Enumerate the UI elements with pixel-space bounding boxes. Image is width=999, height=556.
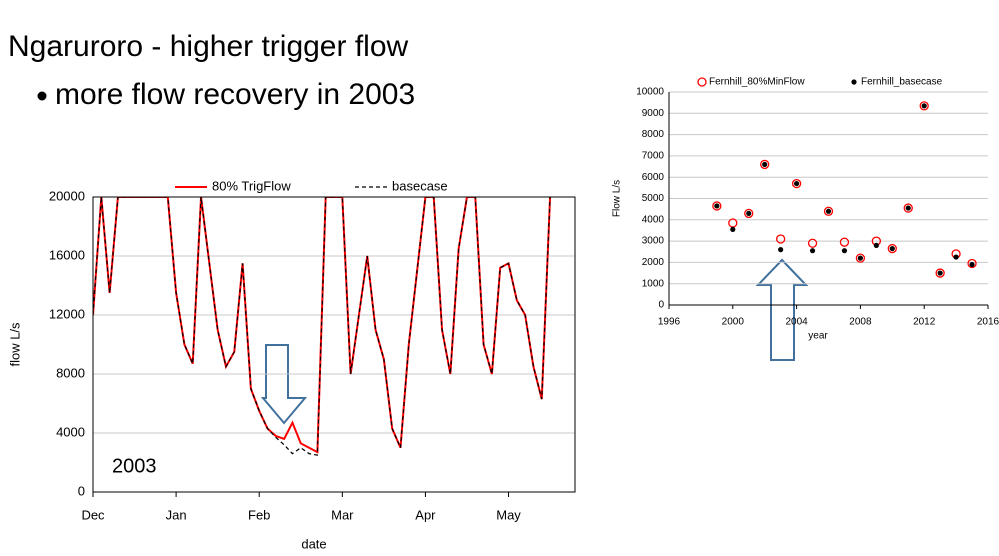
scatter-point	[903, 203, 913, 213]
scatter-point	[825, 208, 832, 214]
scatter-point	[967, 258, 977, 269]
x-tick-label: Dec	[81, 507, 105, 522]
y-tick-label: 10000	[636, 87, 664, 98]
y-tick-label: 20000	[49, 188, 85, 203]
left-chart: 0 4000 8000 12000 16000 20000 Dec Jan Feb Mar Apr M…	[7, 178, 576, 551]
scatter-point	[889, 245, 895, 252]
scatter-point	[935, 268, 945, 278]
y-tick-label: 4000	[642, 214, 665, 225]
y-tick-label: 5000	[642, 193, 665, 204]
y-tick-label: 16000	[49, 247, 85, 262]
down-arrow	[260, 344, 308, 425]
plot-frame	[92, 196, 576, 493]
x-tick-label: 2012	[913, 317, 936, 328]
y-tick-label: 0	[658, 300, 664, 311]
annotation: 2003	[112, 455, 157, 477]
right-chart: 0 1000 2000 3000 4000 5000 6000 7000 8000 9000 100…	[612, 77, 999, 342]
y-tick-label: 3000	[642, 236, 665, 247]
x-tick-label: 1996	[658, 317, 681, 328]
scatter-point	[905, 205, 911, 211]
up-arrow	[755, 258, 809, 361]
scatter-point	[969, 261, 975, 268]
scatter-point	[730, 226, 736, 232]
scatter-point	[857, 255, 864, 261]
scatter-point	[839, 237, 850, 247]
y-axis-title: Flow L/s	[612, 180, 623, 217]
y-tick-label: 2000	[642, 257, 665, 268]
scatter-point	[776, 234, 786, 244]
scatter-point	[809, 248, 816, 254]
scatter-point	[855, 253, 866, 263]
x-tick-label: Apr	[415, 507, 436, 522]
scatter-point	[919, 101, 929, 111]
scatter-point	[794, 180, 800, 187]
x-tick-label: Jan	[166, 507, 187, 522]
slide-title: Ngaruroro - higher trigger flow	[8, 30, 409, 63]
y-axis-title: flow L/s	[7, 322, 22, 367]
bullet-text: more flow recovery in 2003	[55, 78, 415, 111]
bullet-dot	[37, 91, 47, 101]
y-tick-label: 6000	[642, 172, 665, 183]
x-tick-label: Mar	[331, 507, 354, 522]
scatter-point	[937, 270, 943, 276]
y-tick-label: 1000	[642, 278, 665, 289]
x-axis-title: year	[808, 331, 828, 342]
scatter-point	[921, 103, 927, 109]
legend-swatch	[851, 79, 857, 85]
legend-label: 80% TrigFlow	[212, 178, 291, 193]
legend-label: Fernhill_basecase	[861, 77, 943, 88]
x-tick-label: 2000	[722, 317, 745, 328]
legend-swatch	[697, 77, 707, 87]
x-tick-label: 2016	[977, 317, 999, 328]
scatter-point	[762, 161, 768, 168]
scatter-point	[744, 208, 754, 219]
y-tick-label: 0	[78, 483, 85, 498]
scatter-point	[712, 201, 722, 211]
legend-label: basecase	[392, 178, 448, 193]
scatter-point	[823, 206, 834, 216]
scatter-point	[953, 254, 959, 260]
y-tick-label: 4000	[56, 424, 85, 439]
y-tick-label: 8000	[642, 129, 665, 140]
scatter-point	[841, 248, 848, 254]
x-tick-label: May	[496, 507, 521, 522]
x-tick-label: Feb	[248, 507, 270, 522]
scatter-point	[714, 203, 720, 209]
scatter-point	[778, 247, 784, 253]
legend-label: Fernhill_80%MinFlow	[709, 77, 805, 88]
scatter-point	[807, 238, 818, 248]
x-axis-title: date	[301, 536, 326, 551]
y-tick-label: 9000	[642, 108, 665, 119]
scatter-point	[760, 159, 770, 170]
scatter-point	[873, 242, 879, 248]
scatter-point	[746, 210, 752, 217]
scatter-point	[887, 243, 897, 254]
y-tick-label: 7000	[642, 151, 665, 162]
y-tick-label: 8000	[56, 365, 85, 380]
scatter-point	[791, 178, 802, 189]
x-tick-label: 2004	[785, 317, 808, 328]
y-tick-label: 12000	[49, 306, 85, 321]
x-tick-label: 2008	[849, 317, 872, 328]
